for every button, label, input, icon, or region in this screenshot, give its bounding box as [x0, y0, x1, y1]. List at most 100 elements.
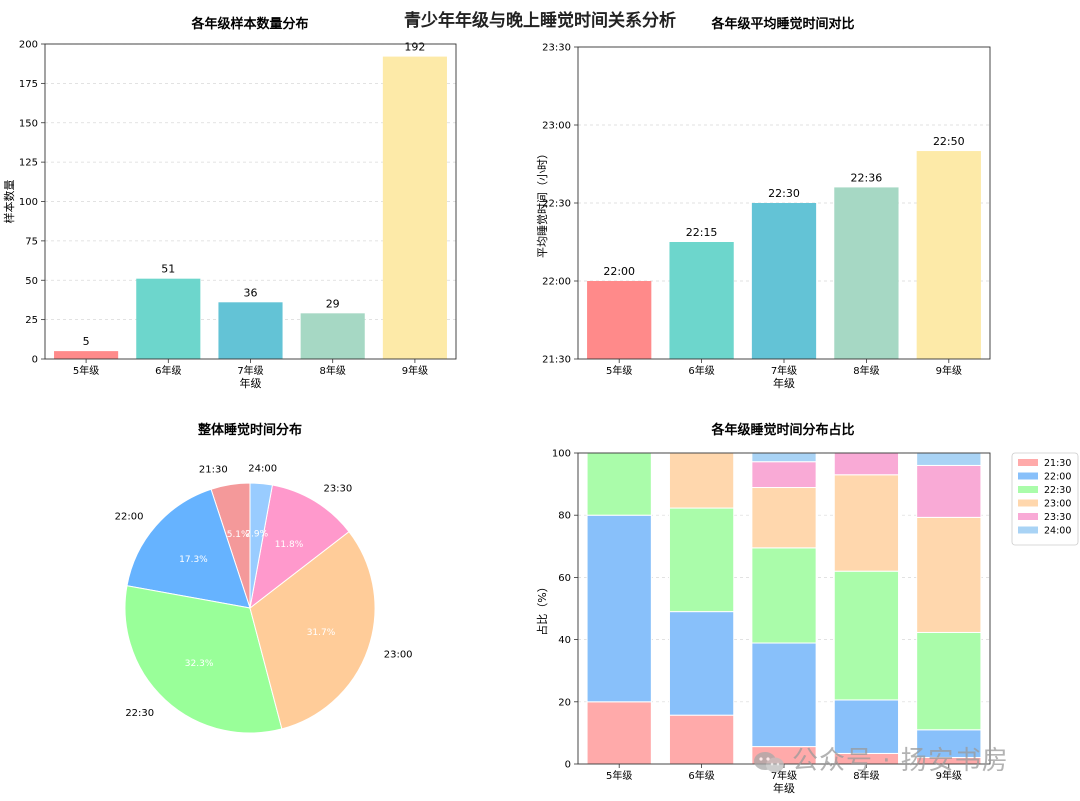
y-tick-label: 0: [565, 760, 571, 771]
bar-segment-2300: [751, 487, 817, 549]
bar: [751, 203, 817, 359]
x-tick-label: 5年级: [73, 364, 99, 377]
bar-segment-2300: [916, 516, 982, 633]
bar-value-label: 5: [83, 335, 90, 348]
bar-segment-2300: [833, 474, 900, 572]
legend-label: 21:30: [1044, 458, 1071, 469]
bar-value-label: 51: [161, 263, 175, 276]
bar-value-label: 29: [326, 297, 340, 310]
y-tick-label: 75: [25, 236, 38, 247]
pie-slice-2200: [126, 488, 251, 609]
x-tick-label: 7年级: [237, 364, 263, 377]
bar-value-label: 22:15: [686, 226, 718, 239]
x-axis-label: 年级: [773, 376, 795, 390]
bar-value-label: 22:36: [851, 171, 883, 184]
bar: [300, 313, 365, 359]
legend-swatch: [1018, 526, 1038, 534]
pie-slice-2330: [249, 484, 350, 610]
legend-swatch: [1018, 499, 1038, 507]
pie-pct-label: 32.3%: [185, 659, 214, 669]
pie-category-label: 23:00: [384, 649, 413, 660]
bar-segment-2130: [586, 701, 652, 765]
bar-segment-2200: [751, 642, 817, 748]
pie-pct-label: 2.9%: [245, 529, 268, 539]
legend-label: 23:30: [1044, 512, 1071, 523]
y-tick-label: 100: [19, 197, 38, 208]
bar: [587, 281, 652, 359]
bar-value-label: 192: [404, 41, 425, 54]
bar: [834, 187, 899, 359]
bar-value-label: 22:30: [768, 187, 800, 200]
x-tick-label: 7年级: [771, 364, 797, 377]
y-tick-label: 175: [19, 79, 38, 90]
bar-value-label: 22:50: [933, 135, 965, 148]
legend-swatch: [1018, 459, 1038, 466]
bar: [218, 302, 283, 359]
bar-segment-2130: [668, 714, 735, 765]
chart-title: 各年级平均睡觉时间对比: [710, 16, 854, 32]
x-tick-label: 7年级: [771, 769, 797, 782]
bar-segment-2400: [751, 452, 817, 463]
pie-slice-2400: [249, 482, 273, 609]
watermark: 公众号 · 扬安书房: [752, 740, 1009, 777]
pie-category-label: 24:00: [248, 463, 277, 474]
x-tick-label: 9年级: [936, 769, 962, 782]
x-tick-label: 6年级: [688, 769, 714, 782]
figure-title: 青少年年级与晚上睡觉时间关系分析: [404, 11, 676, 31]
legend-label: 24:00: [1044, 526, 1071, 537]
bar-segment-2200: [668, 611, 735, 716]
y-tick-label: 20: [558, 697, 571, 708]
bar-segment-2200: [833, 699, 900, 754]
legend-label: 22:30: [1044, 485, 1071, 496]
pie-category-label: 22:30: [125, 708, 154, 719]
legend-swatch: [1018, 513, 1038, 520]
y-tick-label: 80: [558, 511, 571, 522]
y-tick-label: 125: [19, 158, 38, 169]
x-tick-label: 9年级: [936, 364, 962, 377]
bar: [669, 242, 734, 359]
bar-segment-2400: [916, 452, 982, 466]
sample-count-chart: 各年级样本数量分布 0 25 50 75 100 125 150 175 200 5 51 36 29 19…: [2, 16, 457, 390]
legend-swatch: [1018, 486, 1038, 493]
x-tick-label: 6年级: [155, 364, 181, 377]
y-tick-label: 21:30: [542, 355, 571, 366]
bar-value-label: 22:00: [603, 265, 635, 278]
pie-pct-label: 17.3%: [179, 555, 208, 565]
x-tick-label: 9年级: [402, 364, 428, 377]
bar-segment-2230: [751, 547, 817, 644]
y-axis-label: 占比（%）: [535, 581, 549, 635]
x-tick-label: 8年级: [853, 364, 879, 377]
chart-title: 整体睡觉时间分布: [197, 422, 302, 438]
pie-pct-label: 5.1%: [227, 530, 250, 540]
legend-label: 23:00: [1044, 499, 1071, 510]
y-axis-label: 平均睡觉时间（小时）: [536, 148, 549, 258]
y-tick-label: 22:30: [542, 199, 571, 210]
y-tick-label: 25: [25, 315, 38, 326]
y-tick-label: 22:00: [542, 277, 571, 288]
y-tick-label: 0: [32, 355, 38, 366]
bar: [136, 278, 201, 359]
avg-bedtime-chart: 各年级平均睡觉时间对比 21:30 22:00 22:30 23:00 23:30 22:0…: [536, 16, 991, 390]
y-tick-label: 23:00: [542, 121, 571, 132]
bar: [382, 56, 447, 359]
chart-title: 各年级睡觉时间分布占比: [710, 422, 854, 438]
bedtime-pie-chart: 整体睡觉时间分布 5.1% 21:30 17.3% 22:00 32.3% 22:30 31.…: [115, 422, 413, 734]
legend-swatch: [1018, 472, 1038, 480]
x-axis-label: 年级: [773, 781, 795, 795]
pie-category-label: 21:30: [199, 465, 228, 476]
bar-segment-2300: [668, 452, 735, 509]
bar-segment-2230: [916, 631, 982, 731]
pie-category-label: 23:30: [323, 483, 352, 494]
bar-segment-2230: [668, 507, 735, 613]
y-tick-label: 100: [552, 449, 571, 460]
y-tick-label: 50: [25, 276, 38, 287]
bar-segment-2330: [916, 464, 982, 518]
watermark-text: 公众号 · 扬安书房: [792, 746, 1009, 776]
chart-title: 各年级样本数量分布: [190, 16, 308, 32]
wechat-icon: [754, 751, 784, 772]
x-axis-label: 年级: [240, 376, 262, 390]
x-tick-label: 8年级: [853, 769, 879, 782]
x-tick-label: 5年级: [606, 769, 632, 782]
pie-slice-2230: [124, 585, 283, 734]
stacked-share-chart: 各年级睡觉时间分布占比 0 20 40 60 80 100 21:30 22:00 22:30 23…: [535, 422, 1079, 795]
